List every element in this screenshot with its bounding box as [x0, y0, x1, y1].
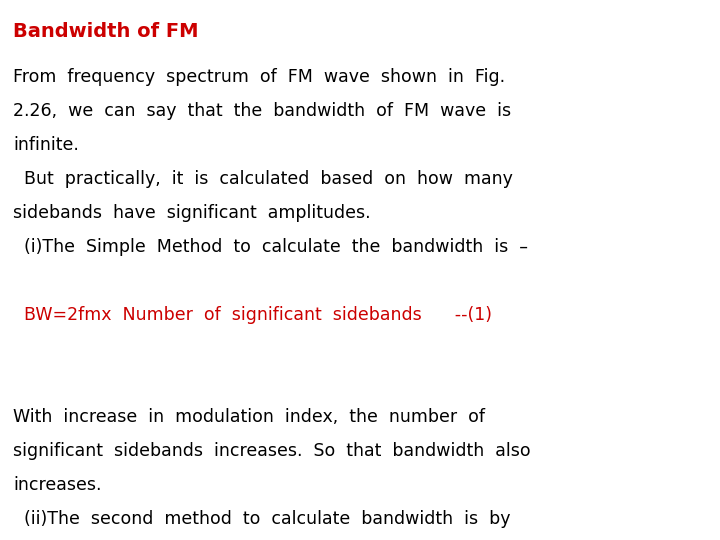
Text: increases.: increases. — [13, 476, 102, 494]
Text: BW=2fmx  Number  of  significant  sidebands      --(1): BW=2fmx Number of significant sidebands … — [13, 306, 492, 323]
Text: But  practically,  it  is  calculated  based  on  how  many: But practically, it is calculated based … — [13, 170, 513, 187]
Text: (i)The  Simple  Method  to  calculate  the  bandwidth  is  –: (i)The Simple Method to calculate the ba… — [13, 238, 528, 255]
Text: significant  sidebands  increases.  So  that  bandwidth  also: significant sidebands increases. So that… — [13, 442, 531, 460]
Text: (ii)The  second  method  to  calculate  bandwidth  is  by: (ii)The second method to calculate bandw… — [13, 510, 510, 528]
Text: From  frequency  spectrum  of  FM  wave  shown  in  Fig.: From frequency spectrum of FM wave shown… — [13, 68, 505, 85]
Text: sidebands  have  significant  amplitudes.: sidebands have significant amplitudes. — [13, 204, 371, 221]
Text: 2.26,  we  can  say  that  the  bandwidth  of  FM  wave  is: 2.26, we can say that the bandwidth of F… — [13, 102, 511, 119]
Text: Bandwidth of FM: Bandwidth of FM — [13, 22, 199, 40]
Text: With  increase  in  modulation  index,  the  number  of: With increase in modulation index, the n… — [13, 408, 485, 426]
Text: infinite.: infinite. — [13, 136, 78, 153]
